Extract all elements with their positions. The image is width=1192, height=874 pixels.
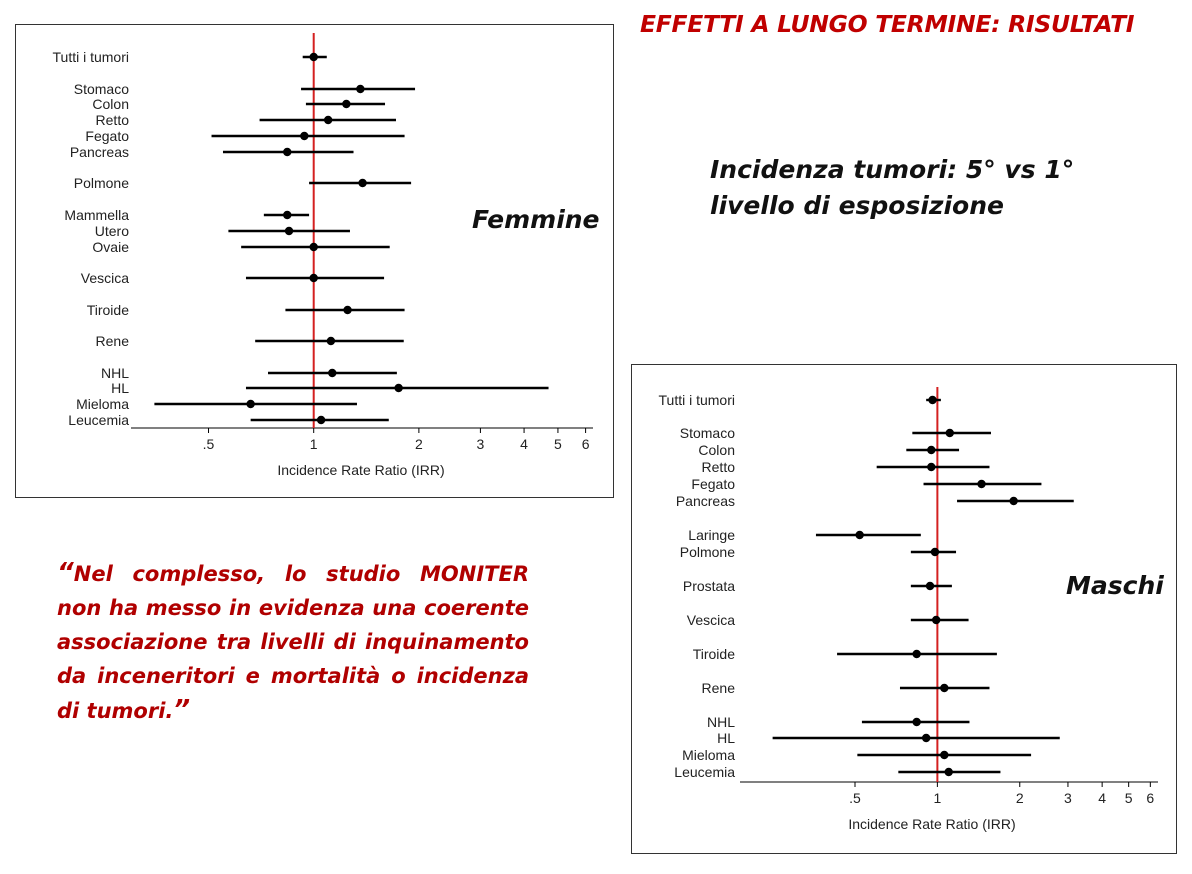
row-label: Fegato [691, 476, 735, 492]
row-label: HL [717, 730, 735, 746]
x-tick-label: 6 [1146, 790, 1154, 806]
forest-plot-male: .5 1 2 3 4 5 6 Incidence Rate Ratio (IRR) Tutti … [631, 364, 1177, 854]
row-label: Polmone [680, 544, 735, 560]
x-tick-label: 5 [554, 436, 562, 452]
row-label: Stomaco [74, 81, 129, 97]
row-label: Retto [702, 459, 736, 475]
x-tick-label: 4 [520, 436, 528, 452]
row-label: HL [111, 380, 129, 396]
row-label: Polmone [74, 175, 129, 191]
point-estimate [912, 649, 921, 659]
point-estimate [356, 84, 365, 94]
row-label: Prostata [683, 578, 735, 594]
row-label: Pancreas [676, 493, 735, 509]
point-estimate [328, 368, 337, 378]
forest-plot-female-svg: .5 1 2 3 4 5 6 Incidence Rate Ratio (IRR) Tutti … [53, 33, 593, 478]
point-estimate [945, 428, 954, 438]
row-label: Stomaco [680, 425, 735, 441]
row-label: Rene [96, 333, 130, 349]
group-label-female: Femmine [472, 205, 600, 234]
row-label: Vescica [687, 612, 735, 628]
quote-open-mark: “ [57, 558, 74, 588]
point-estimate [1009, 496, 1018, 506]
row-label: Tutti i tumori [659, 392, 736, 408]
row-label: NHL [707, 714, 735, 730]
point-estimate [300, 131, 309, 141]
quote-text: Nel complesso, lo studio MONITER non ha … [57, 562, 529, 723]
row-label: Leucemia [68, 412, 129, 428]
row-label: Pancreas [70, 144, 129, 160]
point-estimate [309, 52, 318, 62]
point-estimate [855, 530, 864, 540]
point-estimate [309, 242, 318, 252]
forest-plot-male-svg: .5 1 2 3 4 5 6 Incidence Rate Ratio (IRR) Tutti … [659, 387, 1158, 832]
point-estimate [977, 479, 986, 489]
point-estimate [309, 273, 318, 283]
x-tick-label: 3 [1064, 790, 1072, 806]
point-estimate [912, 717, 921, 727]
point-estimate [944, 767, 953, 777]
point-estimate [930, 547, 940, 557]
row-label: Leucemia [674, 764, 735, 780]
row-label: Rene [702, 680, 736, 696]
row-label: Mieloma [682, 747, 735, 763]
x-tick-label: 5 [1125, 790, 1133, 806]
subtitle-line-1: Incidenza tumori: 5° vs 1° [710, 155, 1075, 184]
forest-plot-female: .5 1 2 3 4 5 6 Incidence Rate Ratio (IRR) Tutti … [15, 24, 614, 498]
row-label: Vescica [81, 270, 129, 286]
point-estimate [284, 226, 294, 236]
point-estimate [283, 210, 292, 220]
point-estimate [343, 305, 352, 315]
point-estimate [925, 581, 935, 591]
x-tick-label: 1 [310, 436, 318, 452]
row-label: Tiroide [87, 302, 129, 318]
row-label: Laringe [688, 527, 735, 543]
conclusion-quote: “Nel complesso, lo studio MONITER non ha… [57, 556, 529, 728]
row-label: Utero [95, 223, 129, 239]
x-tick-label: 6 [582, 436, 590, 452]
x-tick-label: 4 [1098, 790, 1106, 806]
row-label: Retto [96, 112, 130, 128]
point-estimate [358, 178, 367, 188]
x-axis-label: Incidence Rate Ratio (IRR) [277, 462, 444, 478]
point-estimate [323, 115, 333, 125]
row-label: NHL [101, 365, 129, 381]
subtitle: Incidenza tumori: 5° vs 1° livello di es… [710, 152, 1130, 224]
point-estimate [394, 383, 403, 393]
x-tick-label: 3 [477, 436, 485, 452]
row-label: Fegato [85, 128, 129, 144]
subtitle-line-2: livello di esposizione [710, 191, 1004, 220]
point-estimate [927, 462, 936, 472]
row-label: Mammella [64, 207, 129, 223]
point-estimate [940, 683, 949, 693]
point-estimate [940, 750, 949, 760]
row-label: Mieloma [76, 396, 129, 412]
point-estimate [931, 615, 941, 625]
row-label: Tiroide [693, 646, 735, 662]
row-label: Tutti i tumori [53, 49, 130, 65]
x-tick-label: 2 [415, 436, 423, 452]
x-axis-label: Incidence Rate Ratio (IRR) [848, 816, 1015, 832]
point-estimate [283, 147, 292, 157]
x-tick-label: .5 [203, 436, 215, 452]
x-tick-label: 1 [933, 790, 941, 806]
point-estimate [246, 399, 255, 409]
point-estimate [316, 415, 326, 425]
slide-title: EFFETTI A LUNGO TERMINE: RISULTATI [640, 10, 1135, 38]
row-label: Ovaie [92, 239, 129, 255]
quote-close-mark: ” [173, 695, 191, 725]
point-estimate [326, 336, 336, 346]
point-estimate [921, 733, 931, 743]
row-label: Colon [92, 96, 129, 112]
x-tick-label: 2 [1016, 790, 1024, 806]
point-estimate [342, 99, 351, 109]
point-estimate [928, 395, 937, 405]
row-label: Colon [698, 442, 735, 458]
group-label-male: Maschi [1066, 571, 1164, 600]
point-estimate [927, 445, 936, 455]
x-tick-label: .5 [849, 790, 861, 806]
